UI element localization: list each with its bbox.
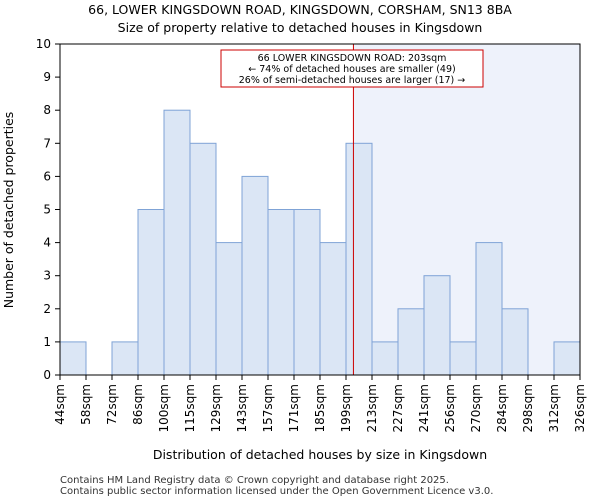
x-tick-label: 115sqm bbox=[183, 384, 197, 432]
bar-312sqm bbox=[553, 341, 581, 376]
chart-title: 66, LOWER KINGSDOWN ROAD, KINGSDOWN, COR… bbox=[88, 2, 512, 17]
x-tick-label: 157sqm bbox=[261, 384, 275, 432]
annotation-line-1: 66 LOWER KINGSDOWN ROAD: 203sqm bbox=[258, 53, 447, 64]
y-axis-ticks: 0 1 2 3 4 5 6 7 8 9 10 bbox=[36, 37, 60, 382]
bar-213sqm bbox=[371, 341, 399, 376]
bar-129sqm bbox=[215, 242, 243, 376]
bar-72sqm bbox=[111, 341, 139, 376]
bar-199sqm bbox=[345, 142, 373, 376]
bar-143sqm bbox=[241, 175, 269, 376]
chart-subtitle: Size of property relative to detached ho… bbox=[118, 20, 483, 35]
bar-171sqm bbox=[293, 209, 321, 376]
bar-157sqm bbox=[267, 209, 295, 376]
x-tick-label: 58sqm bbox=[79, 384, 93, 425]
x-tick-label: 185sqm bbox=[313, 384, 327, 432]
x-tick-label: 199sqm bbox=[339, 384, 353, 432]
y-axis-label: Number of detached properties bbox=[1, 112, 16, 309]
x-tick-label: 298sqm bbox=[521, 384, 535, 432]
bar-241sqm bbox=[423, 275, 451, 376]
x-tick-label: 129sqm bbox=[209, 384, 223, 432]
y-tick-label: 7 bbox=[43, 136, 51, 150]
x-tick-label: 100sqm bbox=[157, 384, 171, 432]
x-tick-label: 227sqm bbox=[391, 384, 405, 432]
x-tick-label: 326sqm bbox=[573, 384, 587, 432]
y-tick-label: 10 bbox=[36, 37, 51, 51]
x-axis-label: Distribution of detached houses by size … bbox=[153, 447, 487, 462]
x-tick-label: 284sqm bbox=[495, 384, 509, 432]
x-tick-label: 171sqm bbox=[287, 384, 301, 432]
bar-185sqm bbox=[319, 242, 347, 376]
annotation-line-3: 26% of semi-detached houses are larger (… bbox=[239, 75, 466, 86]
footer-line-1: Contains HM Land Registry data © Crown c… bbox=[60, 475, 449, 486]
bar-115sqm bbox=[189, 142, 217, 376]
y-tick-label: 4 bbox=[43, 236, 51, 250]
bar-270sqm bbox=[475, 242, 503, 376]
footer-line-2: Contains public sector information licen… bbox=[60, 486, 493, 497]
y-tick-label: 2 bbox=[43, 302, 51, 316]
x-tick-label: 143sqm bbox=[235, 384, 249, 432]
bar-44sqm bbox=[59, 341, 87, 376]
y-tick-label: 3 bbox=[43, 269, 51, 283]
bar-100sqm bbox=[163, 109, 191, 376]
x-tick-label: 213sqm bbox=[365, 384, 379, 432]
y-tick-label: 6 bbox=[43, 169, 51, 183]
x-tick-label: 86sqm bbox=[131, 384, 145, 425]
annotation-box bbox=[220, 49, 484, 88]
bar-256sqm bbox=[449, 341, 477, 376]
x-tick-label: 256sqm bbox=[443, 384, 457, 432]
larger-region-shade bbox=[353, 44, 580, 375]
y-tick-label: 5 bbox=[43, 203, 51, 217]
x-tick-label: 44sqm bbox=[53, 384, 67, 425]
x-tick-label: 270sqm bbox=[469, 384, 483, 432]
bar-227sqm bbox=[397, 308, 425, 376]
x-tick-label: 241sqm bbox=[417, 384, 431, 432]
y-tick-label: 9 bbox=[43, 70, 51, 84]
bars-group bbox=[59, 109, 581, 376]
bar-86sqm bbox=[137, 209, 165, 376]
y-tick-label: 0 bbox=[43, 368, 51, 382]
x-axis-ticks: 44sqm 58sqm 72sqm 86sqm 100sqm 115sqm 129sqm 14… bbox=[53, 375, 587, 432]
annotation-line-2: ← 74% of detached houses are smaller (49… bbox=[248, 64, 455, 75]
y-tick-label: 8 bbox=[43, 103, 51, 117]
x-tick-label: 312sqm bbox=[547, 384, 561, 432]
x-tick-label: 72sqm bbox=[105, 384, 119, 425]
y-tick-label: 1 bbox=[43, 335, 51, 349]
bar-284sqm bbox=[501, 308, 529, 376]
